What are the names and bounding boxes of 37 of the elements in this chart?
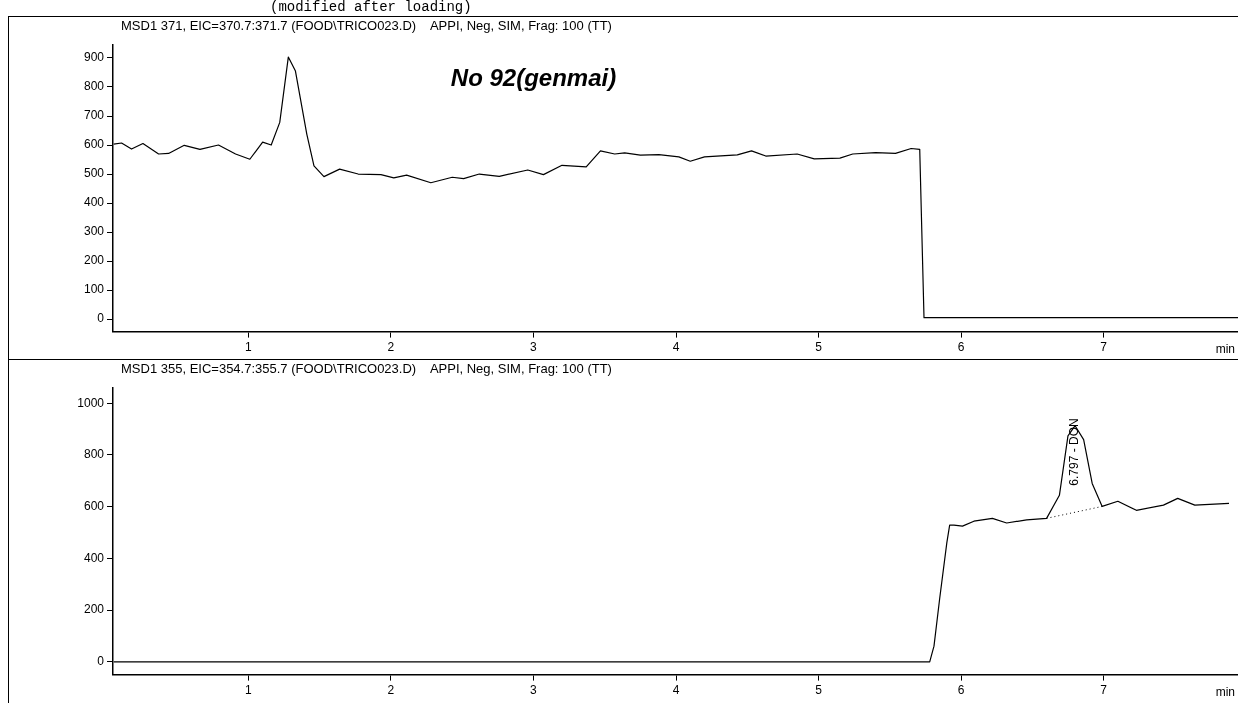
y-tick-label: 700 (83, 108, 105, 123)
chart-title: MSD1 371, EIC=370.7:371.7 (FOOD\TRICO023.D) APPI, Neg, SIM, Frag: 100 (TT) (121, 18, 612, 33)
y-tick-label: 200 (83, 602, 105, 617)
x-tick-label: 5 (815, 683, 823, 698)
y-tick-label: 400 (83, 195, 105, 210)
x-tick-label: 2 (387, 683, 395, 698)
x-tick-label: 6 (957, 683, 965, 698)
y-tick-label: 0 (97, 311, 105, 326)
y-tick-label: 900 (83, 50, 105, 65)
y-tick-label: 600 (83, 499, 105, 514)
x-tick-label: 3 (530, 340, 538, 355)
x-tick-label: 1 (245, 683, 253, 698)
x-axis-title: min (1215, 341, 1235, 356)
x-tick-label: 1 (245, 340, 253, 355)
x-tick-label: 2 (387, 340, 395, 355)
y-tick-label: 1000 (77, 395, 105, 410)
y-tick-label: 200 (83, 253, 105, 268)
x-tick-label: 7 (1100, 683, 1108, 698)
x-tick-label: 4 (672, 340, 680, 355)
x-tick-label: 5 (815, 340, 823, 355)
x-tick-label: 3 (530, 683, 538, 698)
x-tick-label: 6 (957, 340, 965, 355)
y-tick-label: 600 (83, 137, 105, 152)
y-tick-label: 100 (83, 282, 105, 297)
y-tick-label: 800 (83, 79, 105, 94)
chart-title: MSD1 355, EIC=354.7:355.7 (FOOD\TRICO023.D) APPI, Neg, SIM, Frag: 100 (TT) (121, 361, 612, 376)
chart-subtitle: (modified after loading) (270, 0, 472, 15)
y-tick-label: 500 (83, 166, 105, 181)
x-tick-label: 4 (672, 683, 680, 698)
y-tick-label: 800 (83, 447, 105, 462)
annotation: No 92(genmai) (450, 63, 617, 91)
x-axis-title: min (1215, 684, 1235, 699)
x-tick-label: 7 (1100, 340, 1108, 355)
y-tick-label: 0 (97, 654, 105, 669)
annotation: 6.797 - DON (1066, 418, 1081, 486)
y-tick-label: 300 (83, 224, 105, 239)
y-tick-label: 400 (83, 550, 105, 565)
